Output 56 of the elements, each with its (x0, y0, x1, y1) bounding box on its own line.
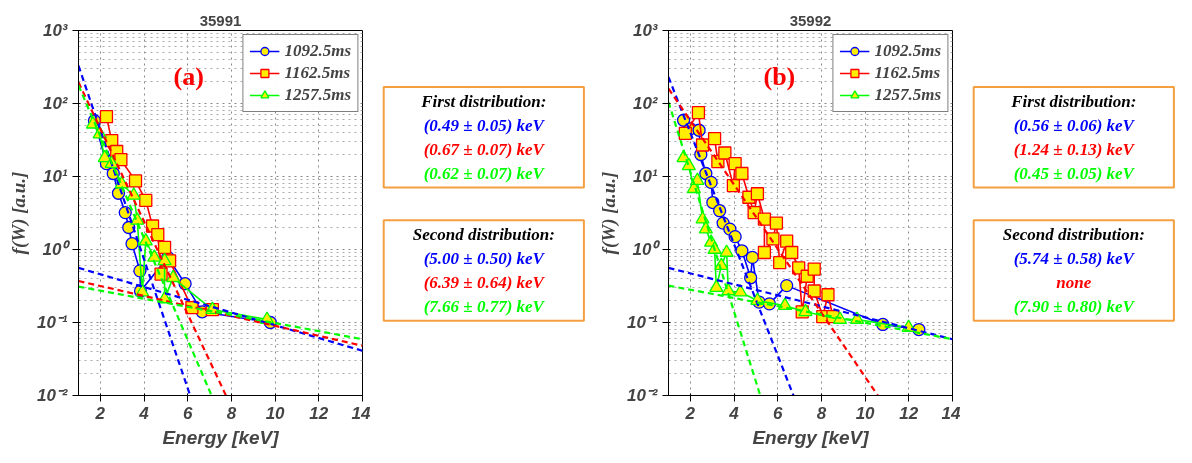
text: (0.67 ± 0.07) keV (423, 139, 546, 159)
text: (7.66 ± 0.77) keV (423, 296, 546, 316)
x-axis-title: Energy [keV] (162, 426, 280, 448)
x-tick-label: 14 (941, 403, 962, 423)
legend-label: 1162.5ms (284, 63, 351, 83)
x-tick-label: 12 (899, 403, 919, 423)
chart-title: 35991 (199, 11, 242, 29)
y-tick-label: 10² (632, 94, 659, 113)
text: (0.49 ± 0.05) keV (423, 115, 546, 135)
text: (0.45 ± 0.05) keV (1013, 163, 1136, 183)
text: (0.56 ± 0.06) keV (1013, 115, 1136, 135)
x-tick-label: 6 (773, 403, 783, 423)
text: (1.24 ± 0.13) keV (1013, 139, 1136, 159)
y-tick-label: 10⁰ (632, 240, 662, 259)
y-tick-label: 10³ (632, 21, 659, 40)
annotation: (a) (173, 61, 204, 91)
y-tick-label: 10⁻² (626, 386, 659, 405)
text: First distribution: (420, 91, 547, 111)
x-tick-label: 12 (309, 403, 329, 423)
text: none (1056, 272, 1092, 292)
y-tick-label: 10⁻¹ (36, 313, 68, 332)
chart-title: 35992 (789, 11, 832, 29)
x-tick-label: 8 (226, 403, 237, 423)
x-tick-label: 6 (183, 403, 193, 423)
text: First distribution: (1010, 91, 1137, 111)
y-tick-label: 10⁰ (42, 240, 72, 259)
text: Second distribution: (1002, 225, 1145, 245)
annotation: (b) (763, 61, 796, 91)
x-tick-label: 4 (138, 403, 150, 423)
text: Second distribution: (412, 225, 555, 245)
x-tick-label: 4 (728, 403, 740, 423)
y-axis-title: f(W) [a.u.] (7, 171, 30, 255)
y-tick-label: 10¹ (42, 167, 68, 186)
x-tick-label: 14 (351, 403, 372, 423)
legend-label: 1257.5ms (874, 85, 941, 105)
x-tick-label: 2 (684, 403, 696, 423)
text: (7.90 ± 0.80) keV (1013, 296, 1136, 316)
x-tick-label: 10 (855, 403, 876, 423)
x-tick-label: 8 (816, 403, 827, 423)
y-tick-label: 10¹ (632, 167, 658, 186)
text: (5.00 ± 0.50) keV (423, 249, 546, 269)
x-tick-label: 10 (265, 403, 286, 423)
legend-label: 1092.5ms (284, 41, 351, 61)
y-tick-label: 10⁻² (36, 386, 69, 405)
text: (6.39 ± 0.64) keV (423, 272, 546, 292)
y-tick-label: 10⁻¹ (626, 313, 658, 332)
text: (0.62 ± 0.07) keV (423, 163, 546, 183)
legend-label: 1092.5ms (874, 41, 941, 61)
legend-label: 1257.5ms (284, 85, 351, 105)
x-axis-title: Energy [keV] (752, 426, 870, 448)
y-tick-label: 10² (42, 94, 69, 113)
text: (5.74 ± 0.58) keV (1013, 249, 1136, 269)
x-tick-label: 2 (94, 403, 106, 423)
legend-label: 1162.5ms (874, 63, 941, 83)
y-tick-label: 10³ (42, 21, 69, 40)
y-axis-title: f(W) [a.u.] (597, 171, 620, 255)
